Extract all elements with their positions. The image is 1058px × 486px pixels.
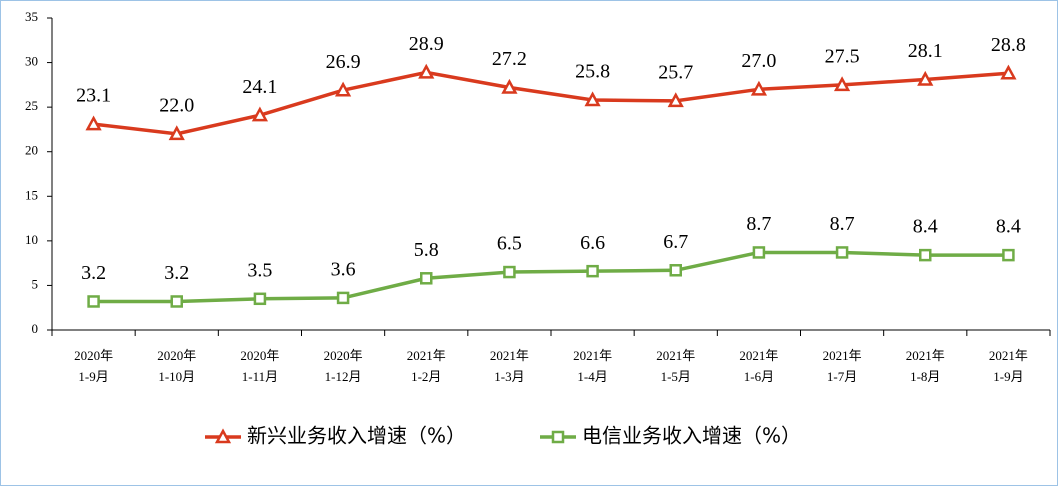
x-tick-label: 1-8月 [910, 369, 940, 384]
x-tick-label: 1-2月 [411, 369, 441, 384]
x-tick-label: 2021年 [823, 348, 862, 363]
y-tick-label: 30 [25, 54, 38, 69]
y-tick-label: 0 [32, 321, 39, 336]
x-tick-label: 1-9月 [78, 369, 108, 384]
y-tick-label: 10 [25, 232, 38, 247]
x-tick-label: 1-9月 [993, 369, 1023, 384]
marker [919, 248, 932, 262]
data-label: 3.6 [331, 259, 356, 281]
data-label: 28.8 [991, 34, 1026, 56]
marker [833, 76, 851, 92]
data-label: 22.0 [159, 94, 194, 116]
data-label: 8.4 [996, 216, 1021, 238]
data-label: 6.6 [580, 232, 605, 254]
x-tick-label: 2021年 [656, 348, 695, 363]
data-label: 28.9 [409, 33, 444, 55]
data-label: 25.7 [658, 61, 693, 83]
marker [253, 292, 267, 306]
y-tick-label: 25 [25, 98, 38, 113]
marker [917, 70, 934, 86]
marker [418, 63, 435, 79]
data-label: 8.7 [746, 213, 771, 235]
marker [503, 265, 516, 279]
y-tick-label: 35 [25, 9, 38, 24]
marker [1002, 248, 1015, 262]
marker [586, 264, 599, 278]
x-tick-label: 2021年 [407, 348, 446, 363]
marker [251, 106, 269, 122]
marker [334, 81, 352, 97]
x-tick-label: 2021年 [573, 348, 612, 363]
marker [336, 291, 350, 305]
legend-marker [551, 430, 565, 444]
x-tick-label: 2021年 [989, 348, 1028, 363]
data-label: 3.2 [164, 262, 189, 284]
data-label: 6.7 [663, 231, 688, 253]
data-label: 5.8 [414, 239, 439, 261]
x-tick-label: 1-3月 [494, 369, 524, 384]
data-label: 23.1 [76, 85, 111, 107]
legend-label: 新兴业务收入增速（%） [247, 424, 466, 448]
x-tick-label: 1-6月 [744, 369, 774, 384]
marker [669, 264, 682, 277]
x-tick-label: 2020年 [324, 348, 363, 363]
x-tick-label: 2021年 [490, 348, 529, 363]
data-label: 26.9 [326, 51, 361, 73]
marker [667, 92, 684, 108]
y-tick-label: 20 [25, 143, 38, 158]
x-tick-label: 2021年 [906, 348, 945, 363]
marker [85, 115, 102, 131]
x-tick-label: 1-7月 [827, 369, 857, 384]
series-line [93, 70, 1009, 136]
x-tick-label: 1-5月 [661, 369, 691, 384]
marker [420, 272, 433, 285]
marker [584, 91, 601, 107]
data-label: 24.1 [242, 76, 277, 98]
marker [1000, 64, 1017, 80]
legend-marker [214, 428, 232, 444]
data-label: 8.4 [913, 216, 938, 238]
data-label: 3.5 [247, 259, 272, 281]
y-tick-label: 15 [25, 187, 38, 202]
series-line [93, 250, 1009, 304]
marker [168, 125, 185, 141]
x-tick-label: 2020年 [157, 348, 196, 363]
marker [501, 78, 518, 94]
data-label: 27.0 [741, 50, 776, 72]
legend-label: 电信业务收入增速（%） [582, 424, 801, 448]
x-tick-label: 2021年 [739, 348, 778, 363]
data-label: 8.7 [830, 213, 855, 235]
data-label: 25.8 [575, 61, 610, 83]
x-tick-label: 1-11月 [242, 369, 278, 384]
marker [170, 295, 183, 308]
data-label: 27.2 [492, 48, 527, 70]
x-tick-label: 1-4月 [577, 369, 607, 384]
data-label: 3.2 [81, 262, 106, 284]
y-tick-label: 5 [32, 276, 39, 291]
data-label: 6.5 [497, 233, 522, 255]
marker [752, 246, 766, 259]
marker [750, 80, 768, 96]
data-label: 28.1 [908, 40, 943, 62]
marker [87, 295, 100, 308]
x-tick-label: 1-10月 [158, 369, 195, 384]
data-label: 27.5 [825, 45, 860, 67]
x-tick-label: 2020年 [74, 348, 113, 363]
x-tick-label: 2020年 [240, 348, 279, 363]
x-tick-label: 1-12月 [325, 369, 362, 384]
marker [835, 246, 849, 259]
